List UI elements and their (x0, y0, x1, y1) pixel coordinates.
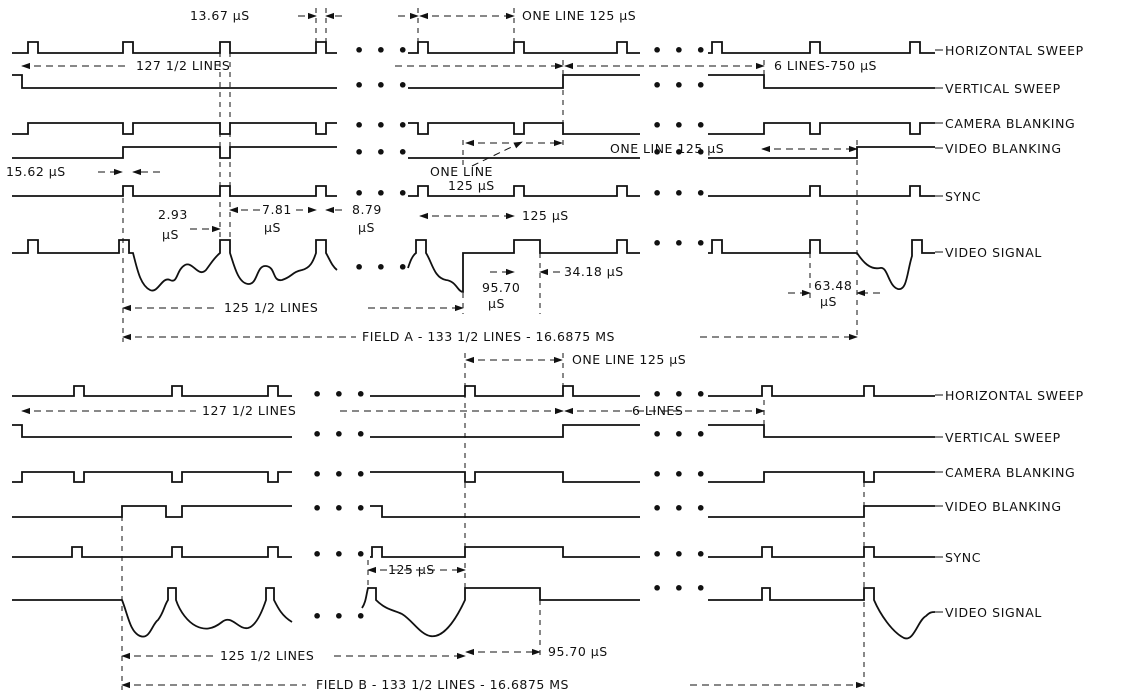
field-b-label-horizontal-sweep: HORIZONTAL SWEEP (945, 388, 1084, 403)
field-a-camera-blanking-wave (12, 122, 935, 135)
dim-125-half-lines: 125 1/2 LINES (224, 300, 318, 315)
field-b-camera-blanking-wave (12, 471, 935, 483)
field-a-horizontal-sweep-wave (12, 41, 935, 54)
field-b-sync-wave (12, 546, 935, 558)
ellipsis: • • • (652, 545, 709, 564)
ellipsis: • • • (652, 385, 709, 404)
field-b-vertical-sweep-wave (12, 424, 935, 438)
field-b-video-signal-wave (12, 587, 936, 640)
ellipsis: • • • (312, 499, 369, 518)
ellipsis: • • • (354, 258, 411, 277)
dim-34-18-us: 34.18 µS (564, 264, 624, 279)
ellipsis: • • • (652, 234, 709, 253)
dim-125-us: 125 µS (522, 208, 569, 223)
field-a-signal-labels: HORIZONTAL SWEEP VERTICAL SWEEP CAMERA B… (935, 43, 1084, 260)
ellipsis: • • • (652, 499, 709, 518)
ellipsis: • • • (312, 465, 369, 484)
dim-95-70-us: 95.70 µS (548, 644, 608, 659)
dim-15-62-us: 15.62 µS (6, 164, 66, 179)
field-a-video-signal-wave (12, 239, 935, 293)
field-a-label-vertical-sweep: VERTICAL SWEEP (945, 81, 1061, 96)
field-b-horizontal-sweep-wave (12, 385, 935, 397)
ellipsis: • • • (652, 41, 709, 60)
field-b-label-video-signal: VIDEO SIGNAL (945, 605, 1042, 620)
dim-8-79-num: 8.79 (352, 202, 382, 217)
dim-one-line-diag-1: ONE LINE (430, 164, 493, 179)
field-a-label-camera-blanking: CAMERA BLANKING (945, 116, 1075, 131)
ellipsis: • • • (354, 116, 411, 135)
field-a-vertical-sweep-wave (12, 74, 935, 89)
field-a-video-blanking-wave (12, 146, 935, 159)
dim-63-48-num: 63.48 (814, 278, 852, 293)
dim-one-line-right: ONE LINE 125 µS (610, 141, 724, 156)
dim-2-93-num: 2.93 (158, 207, 188, 222)
dim-95-70-unit: µS (488, 296, 505, 311)
field-b-label-camera-blanking: CAMERA BLANKING (945, 465, 1075, 480)
field-b-label-video-blanking: VIDEO BLANKING (945, 499, 1062, 514)
field-b-ellipses: • • • • • • • • • • • • • • • • • • • • … (312, 385, 709, 626)
field-b-signal-labels: HORIZONTAL SWEEP VERTICAL SWEEP CAMERA B… (935, 388, 1084, 620)
field-a-dimension-arrows (21, 12, 880, 341)
field-b-caption: FIELD B - 133 1/2 LINES - 16.6875 MS (316, 677, 569, 692)
dim-7-81-num: 7.81 (262, 202, 292, 217)
ellipsis: • • • (354, 41, 411, 60)
ellipsis: • • • (354, 184, 411, 203)
ellipsis: • • • (312, 425, 369, 444)
field-b: • • • • • • • • • • • • • • • • • • • • … (12, 352, 1084, 692)
ellipsis: • • • (312, 607, 369, 626)
ellipsis: • • • (652, 184, 709, 203)
dim-one-line-diag-2: 125 µS (448, 178, 495, 193)
field-b-label-vertical-sweep: VERTICAL SWEEP (945, 430, 1061, 445)
ellipsis: • • • (312, 545, 369, 564)
dim-6-lines-750: 6 LINES-750 µS (774, 58, 877, 73)
dim-2-93-unit: µS (162, 227, 179, 242)
dim-8-79-unit: µS (358, 220, 375, 235)
ellipsis: • • • (312, 385, 369, 404)
field-a-ellipses: • • • • • • • • • • • • • • • • • • • • … (354, 41, 709, 277)
field-a-dimension-labels: 13.67 µS ONE LINE 125 µS 127 1/2 LINES 6… (6, 8, 877, 344)
field-a-caption: FIELD A - 133 1/2 LINES - 16.6875 MS (362, 329, 615, 344)
field-b-dimension-labels: ONE LINE 125 µS 127 1/2 LINES 6 LINES 12… (202, 352, 686, 692)
field-a-label-sync: SYNC (945, 189, 981, 204)
dim-127-half-lines: 127 1/2 LINES (136, 58, 230, 73)
dim-125-half-lines: 125 1/2 LINES (220, 648, 314, 663)
field-b-extension-lines (121, 353, 865, 690)
dim-63-48-unit: µS (820, 294, 837, 309)
dim-7-81-unit: µS (264, 220, 281, 235)
ellipsis: • • • (354, 76, 411, 95)
dim-95-70-num: 95.70 (482, 280, 520, 295)
field-a-label-video-blanking: VIDEO BLANKING (945, 141, 1062, 156)
field-b-video-blanking-wave (12, 505, 935, 518)
ellipsis: • • • (652, 76, 709, 95)
dim-one-line-top: ONE LINE 125 µS (522, 8, 636, 23)
field-b-dimension-arrows (21, 356, 865, 689)
ellipsis: • • • (652, 579, 709, 598)
field-a-label-video-signal: VIDEO SIGNAL (945, 245, 1042, 260)
dim-127-half-lines: 127 1/2 LINES (202, 403, 296, 418)
field-a-sync-wave (12, 185, 935, 197)
dim-6-lines: 6 LINES (632, 403, 683, 418)
field-a-label-horizontal-sweep: HORIZONTAL SWEEP (945, 43, 1084, 58)
dim-125-us: 125 µS (388, 562, 435, 577)
ellipsis: • • • (652, 465, 709, 484)
field-b-label-sync: SYNC (945, 550, 981, 565)
field-a: • • • • • • • • • • • • • • • • • • • • … (6, 8, 1084, 344)
ellipsis: • • • (652, 116, 709, 135)
dim-13-67-us: 13.67 µS (190, 8, 250, 23)
ellipsis: • • • (652, 143, 709, 162)
ellipsis: • • • (354, 143, 411, 162)
ellipsis: • • • (652, 425, 709, 444)
dim-one-line: ONE LINE 125 µS (572, 352, 686, 367)
